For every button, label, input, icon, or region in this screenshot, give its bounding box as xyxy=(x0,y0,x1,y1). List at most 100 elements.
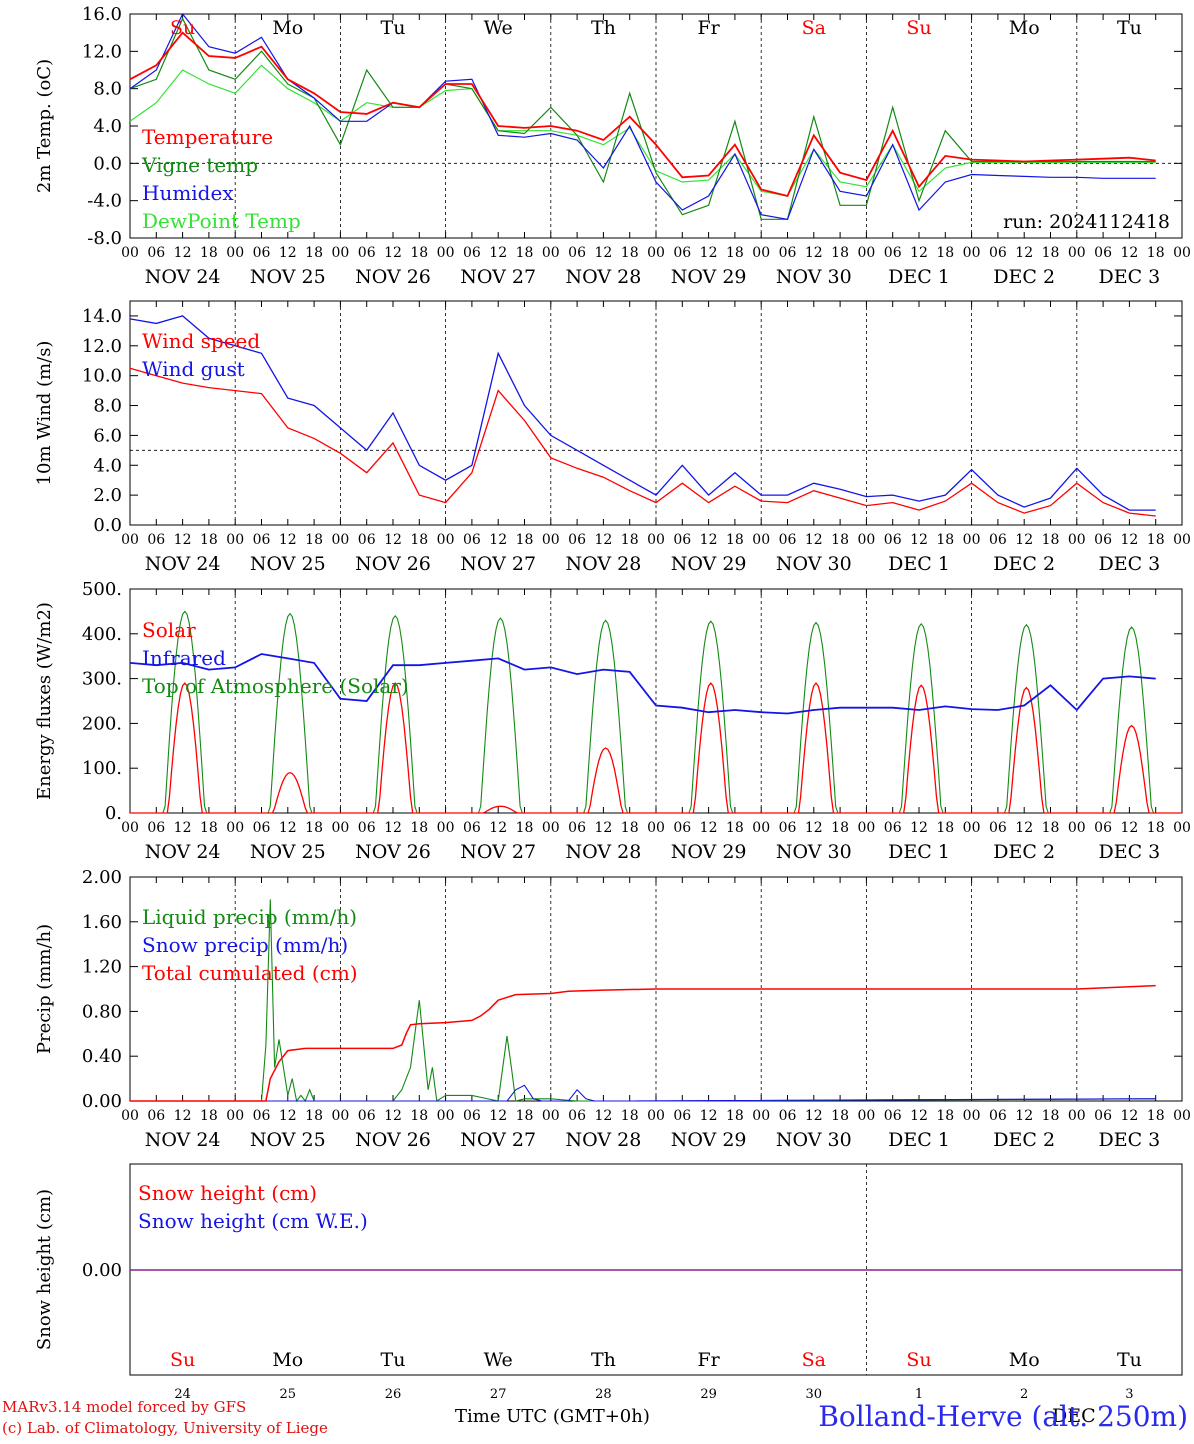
series-total-cumulated-cm- xyxy=(130,984,1156,1102)
hour-label: 06 xyxy=(989,245,1007,261)
hour-label: 06 xyxy=(568,532,586,548)
y-tick-label: -4.0 xyxy=(87,191,122,212)
run-annotation: run: 2024112418 xyxy=(1003,211,1170,233)
hour-label: 18 xyxy=(410,820,428,836)
y-axis-label: Snow height (cm) xyxy=(34,1189,55,1350)
weekday-label: Mo xyxy=(1009,17,1040,39)
panel-0-frame xyxy=(129,13,1183,239)
hour-label: 00 xyxy=(1068,245,1086,261)
hour-label: 12 xyxy=(594,532,612,548)
date-label: NOV 25 xyxy=(250,1129,326,1151)
hour-label: 06 xyxy=(673,1108,691,1124)
hour-label: 06 xyxy=(463,820,481,836)
hour-label: 06 xyxy=(673,820,691,836)
hour-label: 00 xyxy=(857,245,875,261)
y-tick-label: -8.0 xyxy=(87,228,122,249)
date-label: DEC 3 xyxy=(1099,1129,1161,1151)
date-label: NOV 29 xyxy=(671,553,747,575)
hour-label: 12 xyxy=(489,820,507,836)
weekday-label: Sa xyxy=(802,17,826,39)
hour-label: 06 xyxy=(147,1108,165,1124)
day-number-label: 24 xyxy=(174,1387,191,1402)
credit-line-1: MARv3.14 model forced by GFS xyxy=(2,1398,247,1416)
weekday-label: Su xyxy=(170,17,195,39)
date-label: NOV 27 xyxy=(460,1129,536,1151)
y-tick-label: 0.80 xyxy=(82,1001,122,1022)
legend-snow-precip-mm-h-: Snow precip (mm/h) xyxy=(142,933,348,957)
hour-label: 18 xyxy=(200,820,218,836)
weekday-label-bottom: Su xyxy=(906,1349,931,1371)
hour-label: 12 xyxy=(384,532,402,548)
y-tick-label: 100. xyxy=(82,758,122,779)
date-label: NOV 30 xyxy=(776,1129,852,1151)
hour-label: 18 xyxy=(516,245,534,261)
series-snow-precip-mm-h- xyxy=(130,1084,1156,1102)
date-label: NOV 26 xyxy=(355,553,431,575)
weekday-label-bottom: Th xyxy=(591,1349,616,1371)
legend-top-of-atmosphere-solar-: Top of Atmosphere (Solar) xyxy=(142,674,409,698)
date-label: NOV 29 xyxy=(671,1129,747,1151)
hour-label: 06 xyxy=(463,245,481,261)
hour-label: 06 xyxy=(253,820,271,836)
date-label: DEC 1 xyxy=(888,841,950,863)
date-label: NOV 30 xyxy=(776,553,852,575)
weekday-label: We xyxy=(484,17,513,39)
series-dewpoint-temp xyxy=(129,64,1156,197)
y-tick-label: 0.00 xyxy=(82,1260,122,1281)
hour-label: 12 xyxy=(594,245,612,261)
day-number-label: 28 xyxy=(595,1387,612,1402)
hour-label: 18 xyxy=(410,1108,428,1124)
y-tick-label: 0.0 xyxy=(93,153,122,174)
hour-label: 00 xyxy=(331,245,349,261)
hour-label: 12 xyxy=(594,1108,612,1124)
y-tick-label: 0.00 xyxy=(82,1091,122,1112)
hour-label: 06 xyxy=(1094,820,1112,836)
date-label: NOV 24 xyxy=(145,1129,221,1151)
day-number-label: 30 xyxy=(806,1387,823,1402)
hour-label: 12 xyxy=(489,245,507,261)
y-tick-label: 10.0 xyxy=(82,366,122,387)
hour-label: 12 xyxy=(1015,245,1033,261)
hour-label: 00 xyxy=(226,245,244,261)
hour-label: 18 xyxy=(200,245,218,261)
date-label: NOV 28 xyxy=(565,841,641,863)
y-tick-label: 0.40 xyxy=(82,1046,122,1067)
legend-snow-height-cm-: Snow height (cm) xyxy=(138,1181,317,1205)
hour-label: 18 xyxy=(1042,532,1060,548)
hour-label: 12 xyxy=(279,1108,297,1124)
hour-label: 12 xyxy=(1120,1108,1138,1124)
hour-label: 00 xyxy=(121,1108,139,1124)
hour-label: 00 xyxy=(331,532,349,548)
date-label: NOV 26 xyxy=(355,266,431,288)
hour-label: 12 xyxy=(910,532,928,548)
hour-label: 12 xyxy=(384,245,402,261)
hour-label: 00 xyxy=(647,245,665,261)
hour-label: 00 xyxy=(857,532,875,548)
hour-label: 06 xyxy=(779,1108,797,1124)
series-wind-speed xyxy=(129,367,1156,517)
day-number-label: 1 xyxy=(915,1387,923,1402)
series-solar xyxy=(130,682,1182,814)
legend-infrared: Infrared xyxy=(142,646,226,670)
hour-label: 12 xyxy=(1120,820,1138,836)
hour-label: 00 xyxy=(1173,245,1191,261)
hour-label: 18 xyxy=(200,532,218,548)
hour-label: 00 xyxy=(752,820,770,836)
weekday-label-bottom: Fr xyxy=(697,1349,720,1371)
weekday-label-bottom: We xyxy=(484,1349,513,1371)
date-label: NOV 25 xyxy=(250,841,326,863)
hour-label: 00 xyxy=(752,1108,770,1124)
hour-label: 06 xyxy=(147,820,165,836)
hour-label: 00 xyxy=(963,1108,981,1124)
hour-label: 06 xyxy=(884,532,902,548)
hour-label: 00 xyxy=(963,532,981,548)
legend-wind-speed: Wind speed xyxy=(142,329,260,353)
hour-label: 06 xyxy=(253,245,271,261)
date-label: NOV 28 xyxy=(565,1129,641,1151)
hour-label: 18 xyxy=(305,820,323,836)
y-tick-label: 200. xyxy=(82,713,122,734)
hour-label: 18 xyxy=(936,820,954,836)
series-humidex xyxy=(129,12,1156,220)
y-axis-label: Energy fluxes (W/m2) xyxy=(34,602,55,800)
hour-label: 06 xyxy=(673,245,691,261)
